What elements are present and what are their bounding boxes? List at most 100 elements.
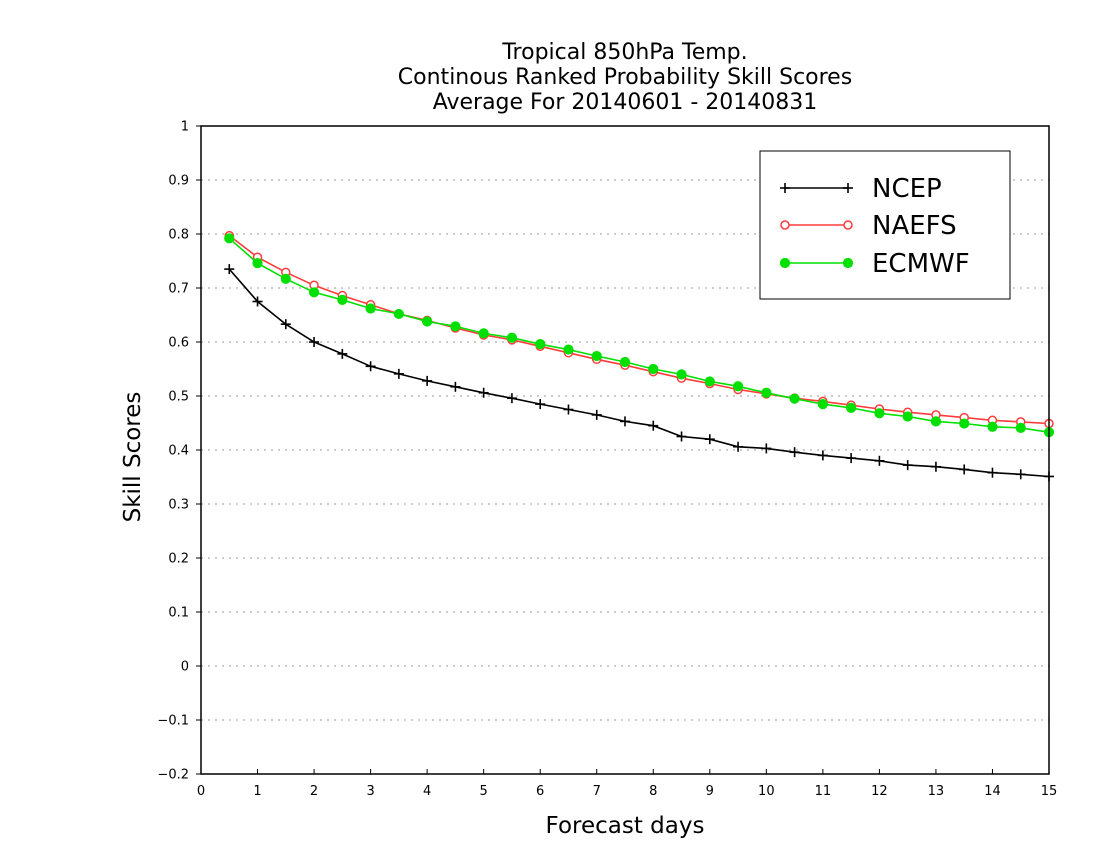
ncep-point: [506, 393, 517, 404]
x-tick-label: 11: [815, 784, 832, 799]
ncep-point: [761, 443, 772, 454]
x-tick-label: 4: [423, 784, 431, 799]
ncep-point: [789, 447, 800, 458]
ncep-series: [224, 264, 1054, 482]
x-tick-label: 1: [253, 784, 261, 799]
legend-item-ecmwf: ECMWF: [779, 249, 970, 279]
naefs-point: [843, 220, 853, 230]
ncep-point: [337, 348, 348, 359]
y-tick-label: 0.5: [168, 390, 189, 405]
ncep-point: [902, 460, 913, 471]
ecmwf-point: [902, 411, 913, 422]
ecmwf-point: [676, 369, 687, 380]
ncep-point: [843, 183, 853, 193]
ecmwf-point: [874, 408, 885, 419]
y-tick-label: 0.7: [168, 282, 189, 297]
ecmwf-point: [365, 303, 376, 314]
ncep-point: [817, 450, 828, 461]
ecmwf-point: [842, 257, 854, 269]
y-tick-label: 0.6: [168, 336, 189, 351]
ncep-point: [648, 420, 659, 431]
ncep-point: [620, 416, 630, 427]
ecmwf-point: [987, 421, 998, 432]
naefs-line: [228, 234, 1050, 425]
x-tick-label: 8: [649, 784, 657, 799]
ncep-point: [591, 409, 602, 420]
ecmwf-point: [704, 376, 715, 387]
axis-ticks: −0.2−0.100.10.20.30.40.50.60.70.80.910 1 2…: [157, 120, 1057, 800]
ncep-point: [478, 387, 489, 398]
ecmwf-point: [761, 387, 772, 398]
ecmwf-point: [308, 287, 320, 298]
ecmwf-point: [779, 257, 791, 269]
x-tick-label: 5: [480, 784, 488, 799]
ncep-point: [733, 441, 744, 452]
ncep-point: [309, 337, 320, 347]
ecmwf-point: [1015, 422, 1026, 433]
legend-item-naefs: NAEFS: [780, 211, 957, 241]
title-line-1: Tropical 850hPa Temp.: [501, 40, 747, 65]
ncep-point: [959, 464, 970, 475]
ecmwf-point: [393, 308, 404, 320]
ecmwf-point: [789, 393, 800, 404]
ncep-line: [228, 268, 1050, 478]
y-tick-label: 0: [181, 660, 189, 675]
ecmwf-point: [930, 416, 942, 427]
ecmwf-point: [846, 402, 857, 413]
y-tick-label: 0.9: [168, 174, 189, 189]
y-axis-title: Skill Scores: [120, 392, 146, 523]
legend-label-naefs: NAEFS: [872, 211, 957, 241]
legend-label-ecmwf: ECMWF: [872, 249, 970, 279]
chart-title: Tropical 850hPa Temp. Continous Ranked P…: [398, 40, 852, 115]
ncep-point: [422, 375, 433, 386]
ecmwf-series: [224, 233, 1055, 438]
ecmwf-point: [619, 356, 631, 368]
legend-item-ncep: NCEP: [780, 174, 942, 204]
x-tick-label: 0: [197, 784, 205, 799]
x-tick-label: 9: [706, 784, 714, 799]
data-series: [224, 230, 1055, 482]
title-line-3: Average For 20140601 - 20140831: [433, 90, 818, 115]
ncep-point: [563, 404, 574, 415]
ncep-point: [676, 431, 687, 442]
ncep-point: [393, 368, 404, 379]
ecmwf-point: [563, 344, 574, 355]
y-tick-label: 1: [181, 120, 189, 135]
ecmwf-point: [337, 294, 348, 305]
x-tick-label: 14: [984, 784, 1001, 799]
x-axis-title: Forecast days: [546, 813, 705, 839]
x-tick-label: 15: [1041, 784, 1058, 799]
y-tick-label: 0.2: [168, 552, 189, 567]
x-tick-label: 12: [871, 784, 888, 799]
x-tick-label: 10: [758, 784, 775, 799]
naefs-point: [780, 220, 790, 230]
ecmwf-point: [959, 418, 970, 429]
legend-items: NCEP NAEFS ECMWF: [779, 174, 970, 279]
ncep-point: [280, 319, 291, 330]
y-tick-label: 0.1: [168, 606, 189, 621]
legend: NCEP NAEFS ECMWF: [759, 150, 1011, 300]
grid-lines: [201, 179, 1049, 721]
ecmwf-point: [478, 328, 489, 339]
ncep-point: [1015, 469, 1026, 480]
ecmwf-point: [591, 350, 602, 362]
ncep-point: [987, 467, 998, 478]
ecmwf-point: [422, 316, 433, 327]
y-tick-label: −0.2: [157, 768, 189, 783]
x-tick-label: 13: [928, 784, 945, 799]
ecmwf-point: [506, 332, 518, 343]
ecmwf-point: [817, 399, 828, 410]
plot-frame: [200, 125, 1050, 775]
y-tick-label: 0.3: [168, 498, 189, 513]
x-tick-label: 6: [536, 784, 544, 799]
ncep-point: [224, 264, 235, 275]
ncep-point: [704, 434, 715, 445]
y-tick-label: 0.8: [168, 228, 189, 243]
ncep-point: [450, 381, 461, 392]
legend-label-ncep: NCEP: [872, 174, 942, 204]
x-tick-label: 2: [310, 784, 318, 799]
ecmwf-point: [224, 233, 235, 244]
ecmwf-point: [252, 258, 263, 269]
ncep-point: [930, 461, 941, 472]
